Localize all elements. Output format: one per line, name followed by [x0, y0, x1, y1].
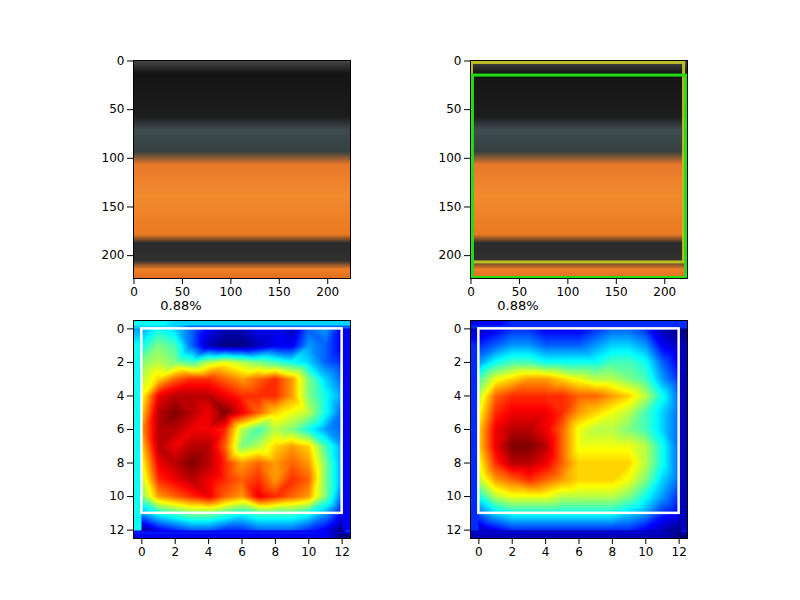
- svg-text:0: 0: [117, 54, 125, 68]
- svg-text:10: 10: [638, 545, 653, 559]
- svg-text:6: 6: [454, 422, 462, 436]
- svg-text:4: 4: [454, 389, 462, 403]
- svg-text:2: 2: [454, 355, 462, 369]
- svg-text:6: 6: [117, 422, 125, 436]
- svg-text:12: 12: [446, 523, 461, 537]
- svg-text:10: 10: [446, 489, 461, 503]
- svg-text:10: 10: [301, 545, 316, 559]
- svg-text:0: 0: [117, 322, 125, 336]
- svg-text:0: 0: [475, 545, 483, 559]
- svg-text:4: 4: [542, 545, 550, 559]
- svg-text:100: 100: [439, 151, 462, 165]
- html-text:0.88%: 0.88%: [497, 298, 539, 313]
- svg-text:12: 12: [335, 545, 350, 559]
- svg-text:2: 2: [508, 545, 516, 559]
- svg-text:12: 12: [672, 545, 687, 559]
- svg-text:100: 100: [219, 285, 242, 299]
- svg-text:4: 4: [205, 545, 213, 559]
- svg-text:4: 4: [117, 389, 125, 403]
- svg-text:50: 50: [175, 285, 190, 299]
- svg-text:50: 50: [109, 102, 124, 116]
- svg-text:200: 200: [316, 285, 339, 299]
- svg-text:150: 150: [268, 285, 291, 299]
- svg-text:12: 12: [109, 523, 124, 537]
- svg-text:0: 0: [454, 54, 462, 68]
- svg-text:150: 150: [102, 200, 125, 214]
- svg-text:200: 200: [102, 248, 125, 262]
- svg-text:6: 6: [575, 545, 583, 559]
- svg-text:100: 100: [556, 285, 579, 299]
- svg-text:100: 100: [102, 151, 125, 165]
- svg-text:0: 0: [467, 285, 475, 299]
- svg-text:200: 200: [653, 285, 676, 299]
- svg-text:0: 0: [138, 545, 146, 559]
- svg-text:0: 0: [454, 322, 462, 336]
- svg-text:10: 10: [109, 489, 124, 503]
- html-text:0.88%: 0.88%: [160, 298, 202, 313]
- svg-text:2: 2: [171, 545, 179, 559]
- svg-text:8: 8: [272, 545, 280, 559]
- svg-text:6: 6: [238, 545, 246, 559]
- svg-text:8: 8: [609, 545, 617, 559]
- svg-text:150: 150: [439, 200, 462, 214]
- svg-text:150: 150: [605, 285, 628, 299]
- svg-text:2: 2: [117, 355, 125, 369]
- svg-text:0: 0: [130, 285, 138, 299]
- svg-text:8: 8: [117, 456, 125, 470]
- svg-text:50: 50: [512, 285, 527, 299]
- svg-text:8: 8: [454, 456, 462, 470]
- svg-text:200: 200: [439, 248, 462, 262]
- svg-text:50: 50: [446, 102, 461, 116]
